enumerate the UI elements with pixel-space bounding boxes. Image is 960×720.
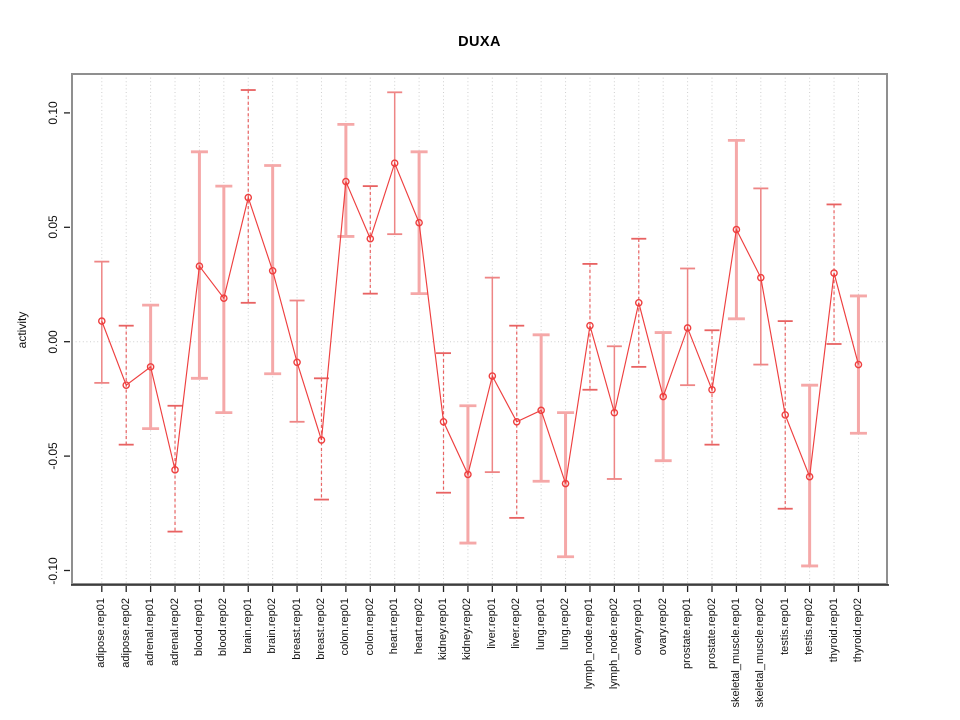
x-tick-label: heart.rep01: [388, 598, 401, 655]
x-tick-label: skeletal_muscle.rep02: [754, 598, 767, 708]
x-tick-label: thyroid.rep01: [827, 598, 840, 663]
data-point-breast.rep02: [317, 436, 326, 444]
x-tick-label: liver.rep02: [510, 598, 523, 649]
data-point-liver.rep02: [512, 417, 521, 426]
x-tick-label: lung.rep01: [534, 598, 547, 650]
x-tick-label: prostate.rep01: [681, 598, 694, 669]
x-tick-label: prostate.rep02: [705, 598, 718, 669]
data-point-adrenal.rep02: [171, 466, 179, 474]
data-point-prostate.rep02: [708, 385, 716, 394]
data-point-kidney.rep01: [439, 417, 448, 426]
data-point-adipose.rep01: [98, 317, 106, 325]
x-tick-label: testis.rep01: [778, 598, 791, 655]
data-point-lung.rep02: [561, 479, 570, 488]
x-tick-label: ovary.rep02: [656, 598, 669, 656]
x-tick-label: liver.rep01: [485, 598, 498, 649]
y-tick-label: -0.05: [46, 442, 60, 470]
x-tick-label: breast.rep02: [314, 598, 327, 660]
data-point-testis.rep01: [781, 411, 790, 419]
data-point-lymph_node.rep01: [586, 321, 594, 330]
x-tick-label: blood.rep02: [217, 598, 230, 657]
data-point-heart.rep02: [415, 218, 423, 227]
x-tick-label: adipose.rep01: [95, 598, 108, 668]
data-point-heart.rep01: [390, 159, 399, 168]
y-tick-label: 0.05: [46, 215, 60, 239]
x-tick-label: ovary.rep01: [632, 598, 645, 656]
plot-border: [71, 73, 888, 585]
x-tick-label: lymph_node.rep02: [607, 598, 620, 690]
x-tick-label: colon.rep01: [339, 598, 352, 656]
x-tick-label: adipose.rep02: [119, 598, 132, 668]
data-point-skeletal_muscle.rep01: [732, 225, 741, 234]
x-tick-label: adrenal.rep01: [144, 598, 157, 666]
x-tick-label: breast.rep01: [290, 598, 303, 660]
x-tick-label: lymph_node.rep01: [583, 598, 596, 690]
data-point-thyroid.rep02: [854, 360, 863, 369]
data-point-kidney.rep02: [464, 470, 472, 479]
data-point-lymph_node.rep02: [610, 408, 619, 417]
x-tick-label: adrenal.rep02: [168, 598, 181, 666]
data-point-breast.rep01: [293, 358, 301, 367]
data-point-ovary.rep01: [634, 299, 643, 307]
x-tick-label: blood.rep01: [192, 598, 205, 657]
data-point-brain.rep01: [244, 193, 253, 202]
data-point-ovary.rep02: [659, 392, 667, 401]
x-tick-label: heart.rep02: [412, 598, 425, 655]
y-tick-label: -0.10: [46, 556, 60, 585]
data-point-thyroid.rep01: [830, 269, 838, 277]
data-point-colon.rep02: [366, 234, 375, 243]
data-point-skeletal_muscle.rep02: [757, 273, 765, 282]
data-point-adipose.rep02: [122, 381, 131, 389]
x-tick-label: skeletal_muscle.rep01: [729, 598, 742, 708]
data-point-lung.rep01: [537, 406, 545, 415]
x-tick-label: lung.rep02: [559, 598, 572, 650]
x-tick-label: kidney.rep02: [461, 598, 474, 661]
x-tick-label: colon.rep02: [363, 598, 376, 656]
x-tick-label: testis.rep02: [803, 598, 816, 655]
data-line: [101, 161, 860, 484]
data-point-prostate.rep01: [683, 324, 692, 332]
data-point-liver.rep01: [488, 372, 497, 380]
data-point-blood.rep01: [195, 262, 204, 270]
data-point-testis.rep02: [805, 472, 814, 481]
data-point-colon.rep01: [342, 177, 350, 186]
data-point-adrenal.rep01: [146, 363, 155, 371]
data-point-blood.rep02: [220, 294, 228, 303]
data-point-brain.rep02: [268, 266, 277, 275]
y-tick-label: 0.00: [46, 330, 60, 354]
x-tick-label: brain.rep01: [241, 598, 254, 654]
x-tick-label: thyroid.rep02: [851, 598, 864, 663]
x-tick-label: brain.rep02: [266, 598, 279, 654]
y-tick-label: 0.10: [46, 101, 60, 125]
x-tick-label: kidney.rep01: [437, 598, 449, 661]
chart-title: DUXA: [458, 34, 501, 50]
